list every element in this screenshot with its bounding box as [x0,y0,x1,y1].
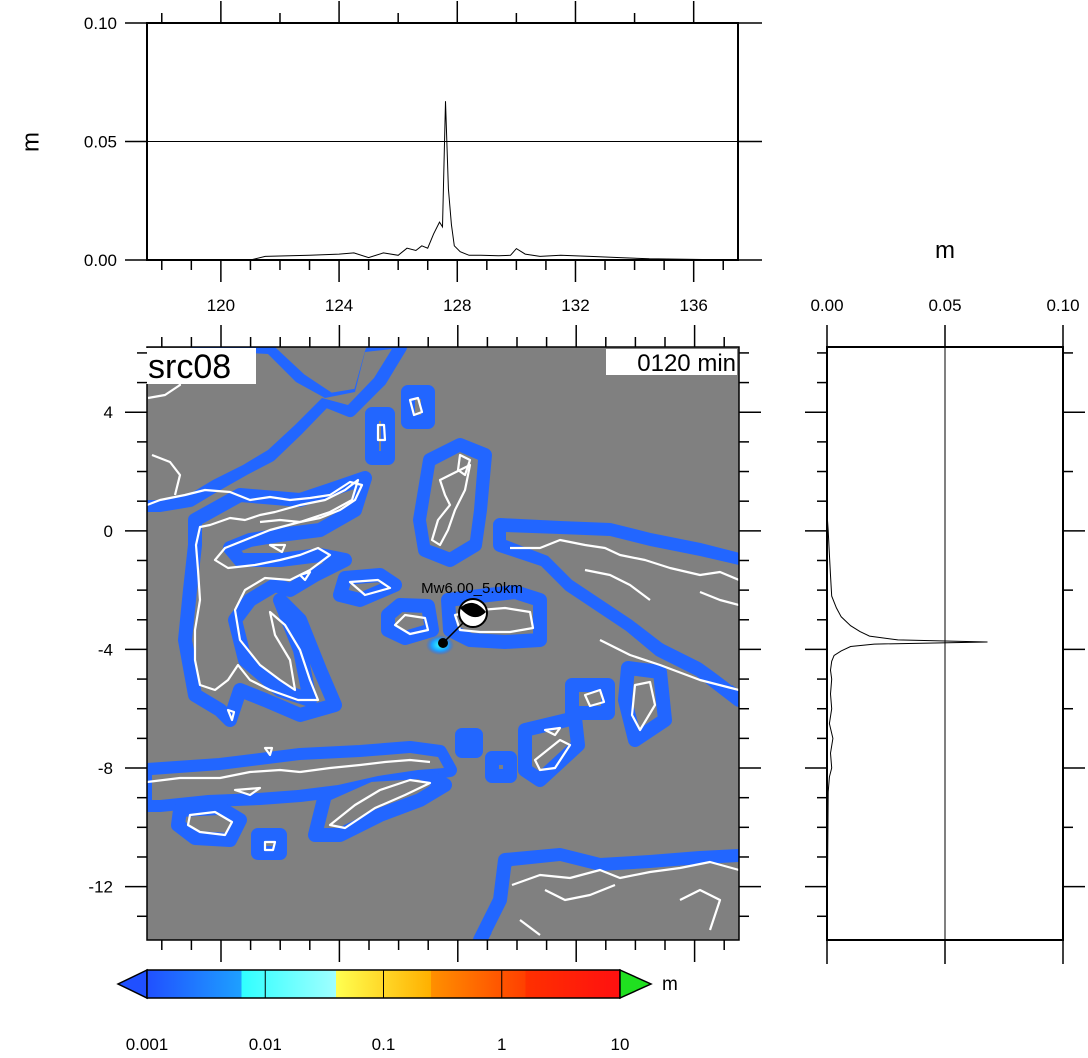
right-y-axis [805,352,1085,918]
top-y-axis-label: m [17,132,44,152]
colorbar-unit: m [662,974,678,995]
map-y-tick-label: 4 [104,403,113,422]
top-y-axis: 0.00 0.05 0.10 [84,14,762,270]
time-label: 0120 min [637,350,736,377]
map-y-tick-label: -12 [88,878,113,897]
top-x-tick-label: 124 [325,296,353,315]
right-x-axis: 0.00 0.05 0.10 [810,296,1080,964]
source-name-box [144,348,256,384]
top-x-tick-label: 128 [443,296,471,315]
map-y-tick-label: -8 [98,759,113,778]
coastlines [147,360,739,936]
event-label: Mw6.00_5.0km [421,580,523,597]
right-profile-chart: 0.00 0.05 0.10 m [805,237,1085,964]
map-y-tick-label: 0 [104,522,113,541]
colorbar-tick-label: 0.1 [372,1035,396,1054]
tsunami-map: Mw6.00_5.0km src08 0120 min -12 -8 -4 0 4 [88,325,761,962]
top-x-tick-label: 136 [679,296,707,315]
top-profile-chart: 0.00 0.05 0.10 120 124 128 132 136 m [17,1,762,315]
top-y-tick-label: 0.10 [84,14,117,33]
right-x-tick-label: 0.05 [928,296,961,315]
map-y-axis: -12 -8 -4 0 4 [88,352,761,918]
time-label-box [606,349,737,375]
top-x-tick-label: 132 [561,296,589,315]
top-profile-line [147,101,739,261]
top-y-tick-label: 0.00 [84,251,117,270]
right-x-tick-label: 0.10 [1046,296,1079,315]
right-x-axis-label: m [935,237,955,264]
colorbar-low-arrow [116,968,148,1000]
top-x-axis: 120 124 128 132 136 [161,1,724,315]
colorbar-tick-label: 0.01 [249,1035,282,1054]
top-y-tick-label: 0.05 [84,133,117,152]
right-profile-line [826,347,988,941]
colorbar: 0.001 0.01 0.1 1 10 m [116,968,678,1054]
map-frame [146,346,740,941]
colorbar-high-arrow [619,968,653,1000]
right-x-tick-label: 0.00 [810,296,843,315]
colorbar-tick-label: 10 [611,1035,630,1054]
source-name: src08 [148,348,231,386]
top-x-tick-label: 120 [207,296,235,315]
epicenter-marker [438,638,448,648]
colorbar-tick-label: 1 [497,1035,506,1054]
map-y-tick-label: -4 [98,640,113,659]
focal-mechanism-icon [458,598,488,628]
colorbar-tick-label: 0.001 [126,1035,169,1054]
colorbar-ticks: 0.001 0.01 0.1 1 10 [126,970,630,1054]
map-x-axis [161,325,725,962]
